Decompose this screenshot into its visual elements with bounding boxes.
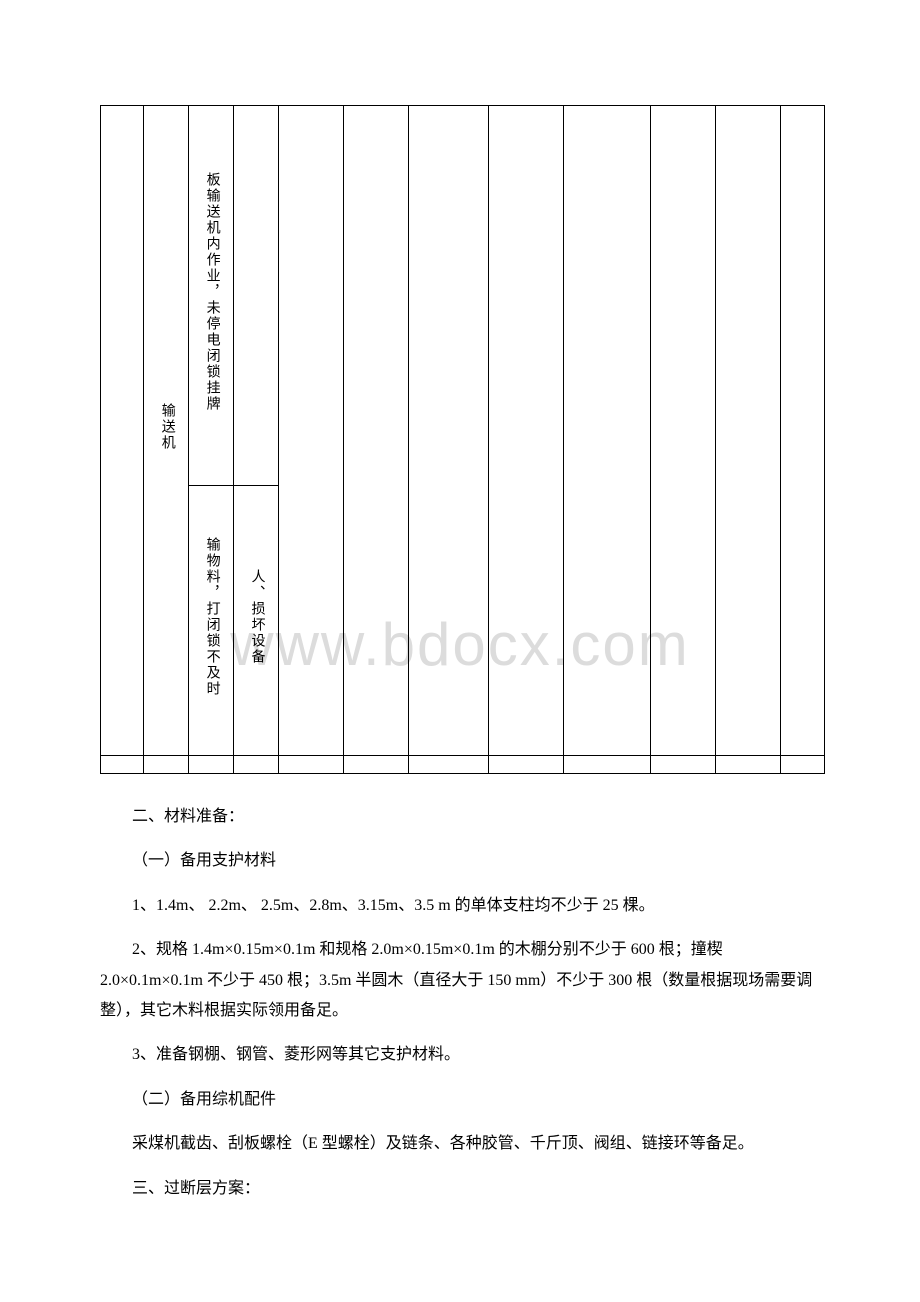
cell-text: 输物料，打闭锁不及时 — [203, 537, 220, 697]
cell-text: 人、损坏设备 — [248, 569, 265, 665]
table-cell — [716, 106, 781, 756]
body-text: 二、材料准备： （一）备用支护材料 1、1.4m、 2.2m、 2.5m、2.8… — [100, 802, 825, 1204]
table-cell — [781, 106, 825, 756]
table-cell — [564, 756, 651, 774]
paragraph: 采煤机截齿、刮板螺栓（E 型螺栓）及链条、各种胶管、千斤顶、阀组、链接环等备足。 — [100, 1129, 825, 1159]
table-cell — [234, 756, 279, 774]
table-cell — [409, 756, 489, 774]
cell-text: 板输送机内作业，未停电闭锁挂牌 — [203, 172, 220, 412]
table-cell — [279, 756, 344, 774]
table-cell — [716, 756, 781, 774]
table-cell — [651, 106, 716, 756]
paragraph: 3、准备钢棚、钢管、菱形网等其它支护材料。 — [100, 1040, 825, 1070]
cell-text: 输送机 — [158, 403, 175, 451]
table-cell: 板输送机内作业，未停电闭锁挂牌 — [189, 106, 234, 486]
document-page: 输送机 板输送机内作业，未停电闭锁挂牌输物料，打闭锁不及时 人、损坏设备 二、材料准… — [0, 0, 920, 1278]
table-cell — [409, 106, 489, 756]
table-cell — [651, 756, 716, 774]
table-cell — [344, 756, 409, 774]
table-row: 输送机 板输送机内作业，未停电闭锁挂牌 — [101, 106, 825, 486]
table-cell: 人、损坏设备 — [234, 486, 279, 756]
table-cell — [564, 106, 651, 756]
table-cell — [144, 756, 189, 774]
paragraph: 二、材料准备： — [100, 802, 825, 832]
table-cell — [189, 756, 234, 774]
table-cell: 输送机 — [144, 106, 189, 756]
table-cell — [279, 106, 344, 756]
table-cell — [489, 106, 564, 756]
table-cell — [344, 106, 409, 756]
paragraph: 2、规格 1.4m×0.15m×0.1m 和规格 2.0m×0.15m×0.1m… — [100, 935, 825, 1026]
table-row — [101, 756, 825, 774]
table-cell — [489, 756, 564, 774]
risk-table: 输送机 板输送机内作业，未停电闭锁挂牌输物料，打闭锁不及时 人、损坏设备 — [100, 105, 825, 774]
table-cell — [101, 106, 144, 756]
paragraph: 三、过断层方案： — [100, 1174, 825, 1204]
paragraph: （一）备用支护材料 — [100, 846, 825, 876]
paragraph: （二）备用综机配件 — [100, 1085, 825, 1115]
table-cell — [101, 756, 144, 774]
table-cell — [781, 756, 825, 774]
table-cell: 输物料，打闭锁不及时 — [189, 486, 234, 756]
table-cell — [234, 106, 279, 486]
paragraph: 1、1.4m、 2.2m、 2.5m、2.8m、3.15m、3.5 m 的单体支… — [100, 891, 825, 921]
